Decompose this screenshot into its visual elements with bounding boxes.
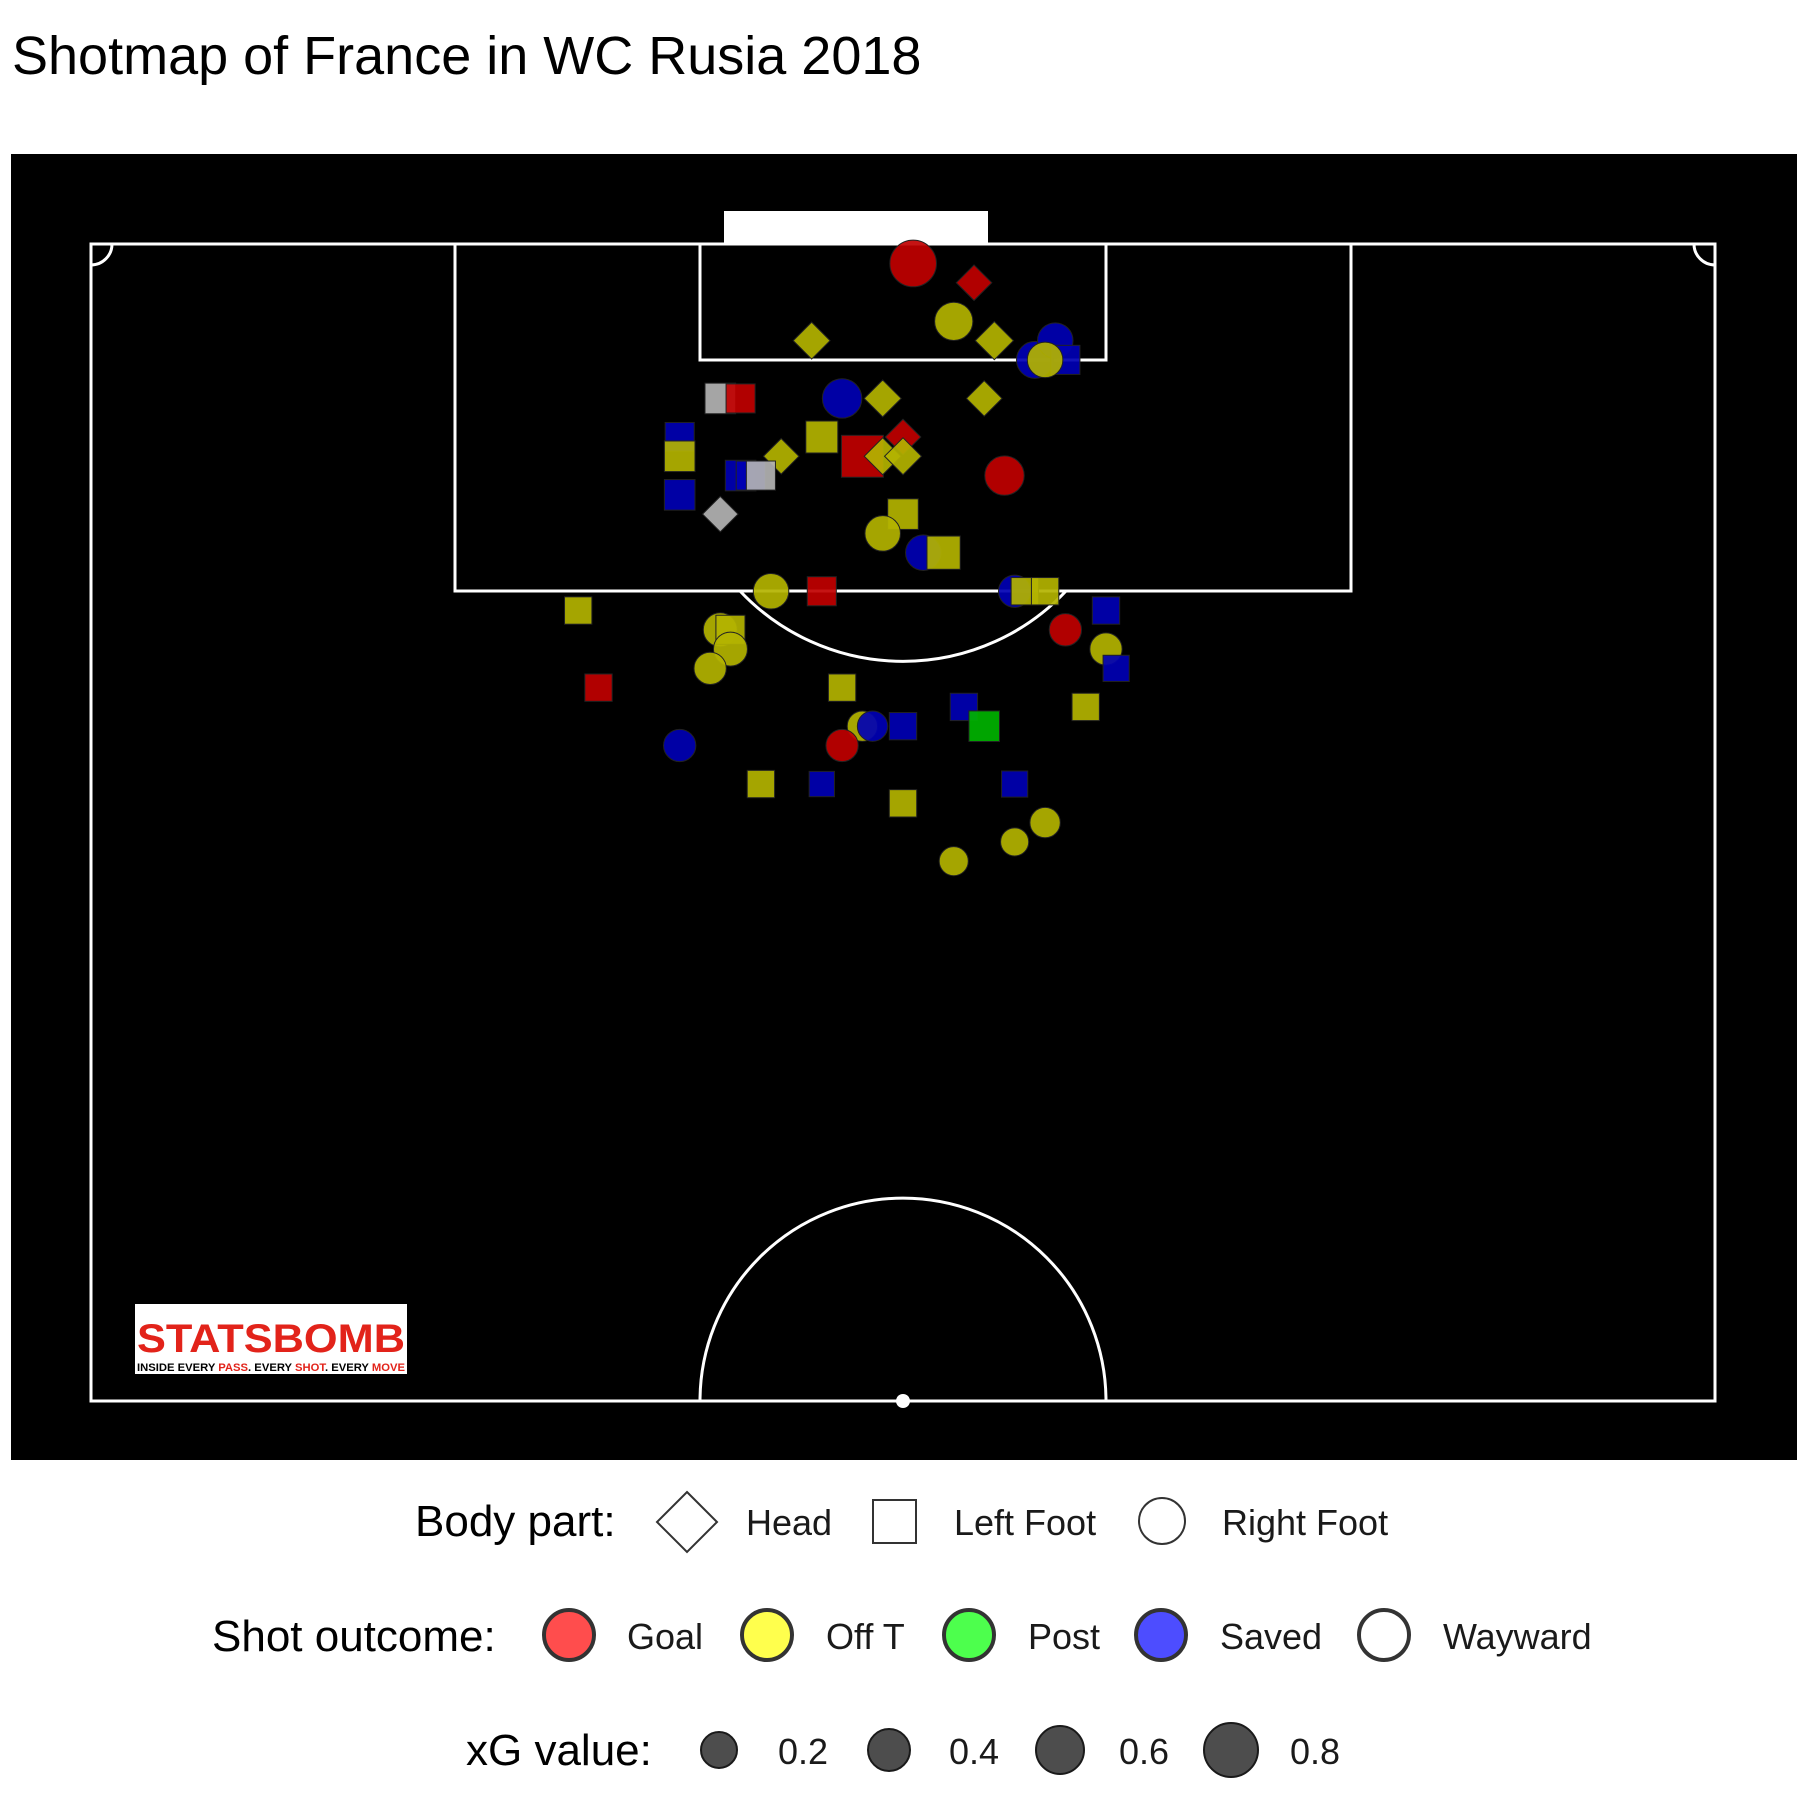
legend-xg-0-2-label: 0.2 bbox=[778, 1731, 828, 1772]
legend-left-foot-icon bbox=[872, 1499, 917, 1544]
logo-tagline-2: PASS bbox=[218, 1362, 248, 1374]
shot-marker bbox=[693, 651, 727, 686]
logo-tagline-1: INSIDE EVERY bbox=[137, 1362, 218, 1374]
shot-marker bbox=[821, 378, 863, 419]
legend-wayward-icon bbox=[1357, 1608, 1411, 1662]
shot-marker bbox=[701, 495, 739, 533]
legend-head-label: Head bbox=[746, 1502, 832, 1543]
shots-layer bbox=[564, 239, 1130, 877]
legend-saved-label: Saved bbox=[1220, 1616, 1322, 1657]
pitch-markings bbox=[89, 211, 1717, 1408]
corner-arc-right bbox=[1692, 243, 1716, 267]
legend-xg-0-4-label: 0.4 bbox=[949, 1731, 999, 1772]
legend-post-label: Post bbox=[1028, 1616, 1100, 1657]
logo-tagline-3: . EVERY bbox=[248, 1362, 295, 1374]
shot-marker bbox=[805, 420, 839, 454]
shot-marker bbox=[792, 321, 831, 360]
shot-marker bbox=[888, 712, 918, 741]
chart-title: Shotmap of France in WC Rusia 2018 bbox=[12, 26, 921, 86]
shot-marker bbox=[1026, 341, 1064, 379]
legend-xg-0-6-label: 0.6 bbox=[1119, 1731, 1169, 1772]
legend-xg-0-6-icon bbox=[1035, 1725, 1085, 1775]
shot-marker bbox=[725, 383, 756, 414]
shot-marker bbox=[968, 710, 1001, 743]
logo-background bbox=[135, 1304, 407, 1374]
shot-marker bbox=[974, 320, 1015, 361]
shot-marker bbox=[888, 789, 918, 818]
penalty-arc bbox=[738, 589, 1068, 663]
logo-brand: STATSBOMB bbox=[137, 1317, 405, 1361]
shot-marker bbox=[827, 673, 857, 702]
goal bbox=[724, 211, 988, 243]
shot-marker bbox=[1048, 613, 1083, 647]
shot-marker bbox=[1091, 596, 1121, 625]
shot-marker bbox=[883, 437, 923, 476]
legend-xg-0-8-label: 0.8 bbox=[1290, 1731, 1340, 1772]
shot-marker bbox=[889, 239, 937, 288]
legend-outcome-title: Shot outcome: bbox=[212, 1612, 496, 1661]
legend-goal-label: Goal bbox=[627, 1616, 703, 1657]
legend-xg-value: xG value: 0.2 0.4 0.6 0.8 bbox=[466, 1722, 1340, 1778]
logo-tagline-4: SHOT bbox=[295, 1362, 327, 1374]
shot-marker bbox=[926, 535, 961, 570]
shot-marker bbox=[663, 479, 696, 511]
shot-marker bbox=[745, 460, 776, 491]
centre-circle bbox=[698, 1196, 1108, 1402]
corner-arc-left bbox=[90, 243, 114, 267]
shot-marker bbox=[1001, 770, 1029, 798]
shot-marker bbox=[752, 572, 790, 610]
legend-body-part: Body part: Head Left Foot Right Foot bbox=[415, 1490, 1388, 1554]
centre-spot bbox=[896, 1394, 910, 1408]
logo-tagline-5: . EVERY bbox=[325, 1362, 372, 1374]
legend-xg-0-4-icon bbox=[867, 1728, 911, 1772]
shot-marker bbox=[1102, 654, 1130, 682]
shot-marker bbox=[663, 728, 697, 763]
shot-marker bbox=[746, 769, 776, 799]
shot-marker bbox=[863, 379, 902, 418]
shot-marker bbox=[825, 728, 859, 763]
logo-tagline: INSIDE EVERY PASS. EVERY SHOT. EVERY MOV… bbox=[137, 1362, 405, 1374]
logo-tagline-6: MOVE bbox=[372, 1362, 405, 1374]
shot-marker bbox=[1000, 827, 1030, 857]
legend-shot-outcome: Shot outcome: Goal Off T Post Saved Wayw… bbox=[212, 1608, 1592, 1662]
shot-marker bbox=[1029, 806, 1061, 839]
shot-marker bbox=[806, 576, 837, 607]
shot-marker bbox=[965, 379, 1003, 417]
shot-marker bbox=[564, 596, 593, 625]
legend-saved-icon bbox=[1134, 1608, 1188, 1662]
shot-marker bbox=[663, 440, 696, 473]
shot-marker bbox=[984, 455, 1025, 496]
shot-marker bbox=[864, 515, 901, 552]
statsbomb-logo: STATSBOMB INSIDE EVERY PASS. EVERY SHOT.… bbox=[135, 1304, 407, 1374]
shot-marker bbox=[1030, 577, 1060, 606]
legend-xg-0-8-icon bbox=[1203, 1722, 1259, 1778]
legend-head-icon bbox=[655, 1490, 719, 1554]
legend-left-foot-label: Left Foot bbox=[954, 1502, 1096, 1543]
shot-marker bbox=[934, 301, 974, 341]
legend-right-foot-icon bbox=[1138, 1497, 1186, 1545]
shot-marker bbox=[856, 710, 889, 742]
shot-marker bbox=[938, 846, 969, 877]
legend-wayward-label: Wayward bbox=[1443, 1616, 1592, 1657]
legend-post-icon bbox=[942, 1608, 996, 1662]
legend-xg-title: xG value: bbox=[466, 1726, 652, 1775]
legend-xg-0-2-icon bbox=[700, 1731, 738, 1769]
legend-off-target-icon bbox=[740, 1608, 794, 1662]
legend-body-part-title: Body part: bbox=[415, 1497, 616, 1546]
legend-right-foot-label: Right Foot bbox=[1222, 1502, 1388, 1543]
shot-marker bbox=[887, 498, 919, 530]
shot-marker bbox=[808, 770, 835, 798]
legend-goal-icon bbox=[542, 1608, 596, 1662]
legend-off-target-label: Off T bbox=[826, 1616, 905, 1657]
shot-marker bbox=[1071, 692, 1100, 722]
shot-marker bbox=[955, 264, 993, 302]
shot-marker bbox=[584, 673, 613, 702]
